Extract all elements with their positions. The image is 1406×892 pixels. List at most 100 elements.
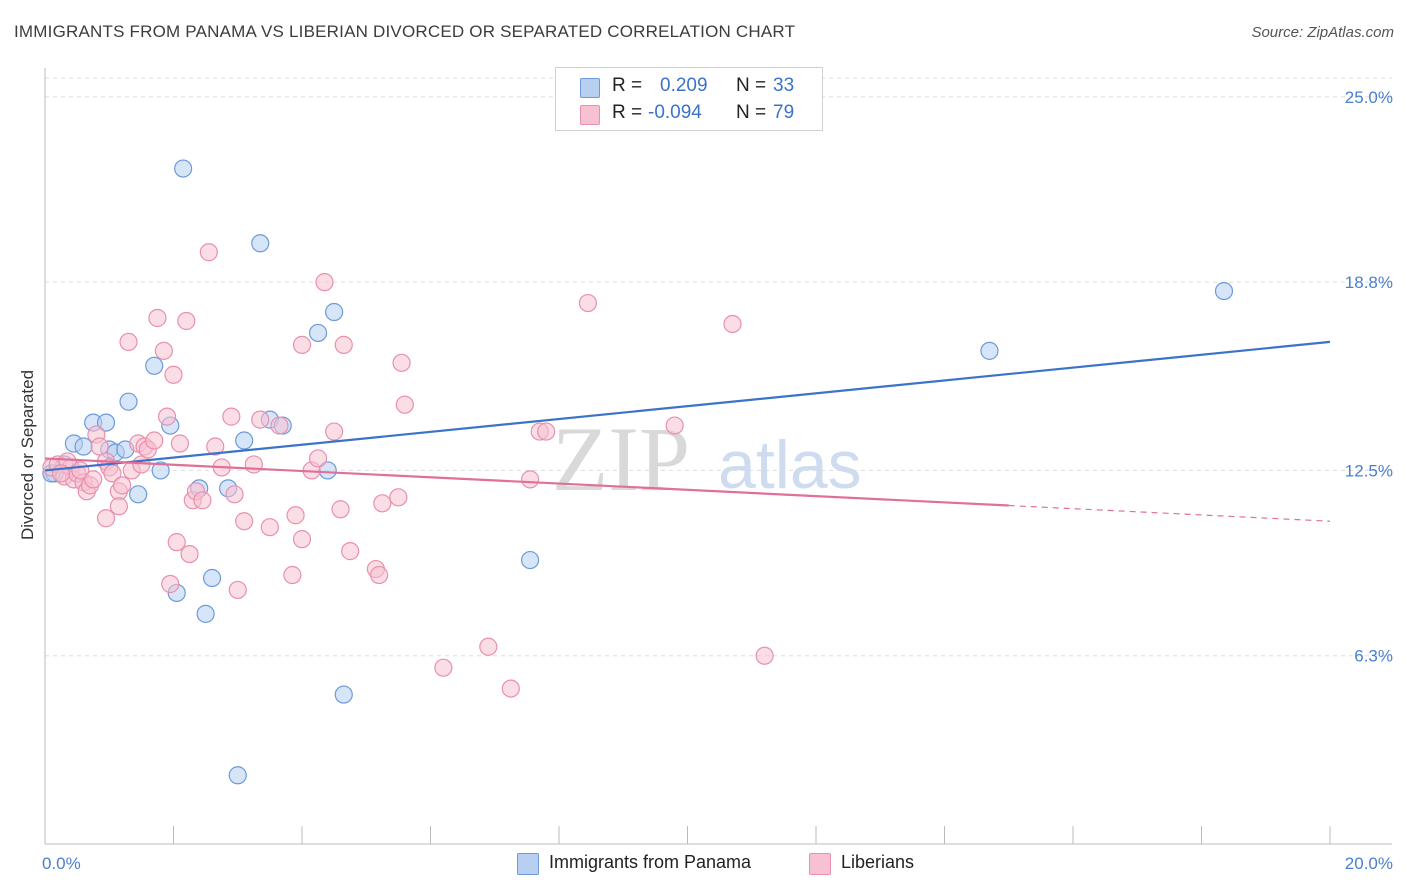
panama-point xyxy=(196,604,215,623)
legend-swatch-panama xyxy=(580,78,600,98)
liberian-point xyxy=(103,464,122,483)
liberian-point xyxy=(370,565,389,585)
liberian-point xyxy=(501,679,520,698)
legend-n-label: N = xyxy=(736,75,767,96)
liberian-point xyxy=(520,470,540,489)
panama-point xyxy=(228,766,247,785)
panama-point xyxy=(235,431,254,450)
panama-point xyxy=(251,234,270,253)
liberian-point xyxy=(334,335,353,354)
liberian-point xyxy=(193,491,212,510)
liberian-point xyxy=(84,470,103,489)
y-tick-label: 18.8% xyxy=(1345,273,1393,292)
liberian-point xyxy=(251,410,270,429)
axes xyxy=(44,68,1392,845)
liberian-point xyxy=(315,273,334,292)
y-tick-label: 25.0% xyxy=(1345,88,1393,107)
legend-r-label: R = xyxy=(612,102,643,123)
liberian-point xyxy=(270,416,289,435)
liberian-point xyxy=(167,533,186,552)
panama-point xyxy=(325,302,344,322)
liberian-point xyxy=(154,341,173,360)
y-tick-label: 12.5% xyxy=(1345,461,1393,480)
panama-point xyxy=(145,356,164,375)
liberian-point xyxy=(331,500,350,519)
y-axis-title: Divorced or Separated xyxy=(18,370,37,540)
watermark: ZIP atlas xyxy=(552,408,862,510)
liberian-point xyxy=(479,637,498,656)
legend-n-value: 79 xyxy=(773,102,795,123)
legend-n-label: N = xyxy=(736,102,767,123)
liberian-point xyxy=(161,574,180,594)
trend-lines xyxy=(44,340,1331,522)
liberian-point xyxy=(392,353,411,372)
grid xyxy=(45,77,1392,657)
legend-swatch-panama xyxy=(517,853,539,875)
panama-point xyxy=(202,568,222,588)
panama-point xyxy=(151,461,170,480)
panama-point xyxy=(174,159,193,178)
liberian-point xyxy=(199,243,218,262)
liberian-point xyxy=(389,488,408,507)
x-tick-label: 20.0% xyxy=(1345,854,1393,873)
tick-labels: 6.3% 12.5% 18.8% 25.0% 0.0% 20.0% xyxy=(42,88,1393,873)
panama-point xyxy=(96,413,116,432)
liberian-point xyxy=(755,646,774,665)
panama-point xyxy=(119,392,138,411)
liberian-point xyxy=(308,449,328,468)
legend-swatch-liberian xyxy=(809,853,831,875)
liberian-point xyxy=(170,434,190,453)
liberian-point xyxy=(119,332,138,352)
legend-r-label: R = xyxy=(612,75,643,96)
panama-point xyxy=(308,323,328,343)
panama-point xyxy=(980,341,999,360)
liberian-point xyxy=(180,544,199,564)
panama-point xyxy=(334,685,353,704)
liberian-point xyxy=(244,455,263,474)
panama-point xyxy=(520,550,540,570)
panama-point xyxy=(129,485,148,504)
trend-line-1 xyxy=(44,457,1009,507)
liberian-point xyxy=(222,407,241,426)
trend-line-0 xyxy=(44,340,1331,472)
liberian-point xyxy=(341,542,360,561)
legend-label-liberian: Liberians xyxy=(841,852,915,872)
liberian-point xyxy=(112,476,132,495)
liberian-point xyxy=(578,293,598,313)
series-legend: Immigrants from Panama Liberians xyxy=(0,850,1406,880)
liberian-point xyxy=(177,311,196,331)
liberian-point xyxy=(292,530,312,549)
x-tick-label: 0.0% xyxy=(42,854,81,873)
liberian-point xyxy=(283,565,302,585)
liberian-point xyxy=(225,485,244,504)
watermark-atlas: atlas xyxy=(718,427,862,503)
legend-r-value: -0.094 xyxy=(648,102,702,123)
liberian-point xyxy=(157,407,177,426)
liberian-point xyxy=(164,365,183,384)
stats-legend: R = 0.209 N = 33 R = -0.094 N = 79 xyxy=(555,67,823,131)
liberian-point xyxy=(260,518,279,537)
liberian-point xyxy=(395,395,414,414)
legend-r-value: 0.209 xyxy=(660,75,708,96)
legend-label-panama: Immigrants from Panama xyxy=(549,852,752,872)
legend-swatch-liberian xyxy=(580,105,600,125)
liberian-point xyxy=(148,308,167,328)
panama-point xyxy=(74,437,93,456)
liberian-point xyxy=(665,416,684,435)
legend-n-value: 33 xyxy=(773,75,795,96)
y-tick-label: 6.3% xyxy=(1354,647,1393,666)
liberian-point xyxy=(292,335,312,354)
liberian-point xyxy=(235,512,254,531)
source-label: Source: ZipAtlas.com xyxy=(1251,24,1394,41)
liberian-point xyxy=(537,422,556,441)
liberian-point xyxy=(96,509,116,528)
liberian-point xyxy=(373,494,392,513)
chart-title: IMMIGRANTS FROM PANAMA VS LIBERIAN DIVOR… xyxy=(14,22,796,41)
trend-line-dashed-1 xyxy=(1008,504,1331,522)
panama-point xyxy=(1214,281,1234,301)
liberian-point xyxy=(723,314,742,334)
liberian-point xyxy=(434,658,453,677)
liberian-point xyxy=(206,437,225,456)
liberian-point xyxy=(325,422,344,441)
